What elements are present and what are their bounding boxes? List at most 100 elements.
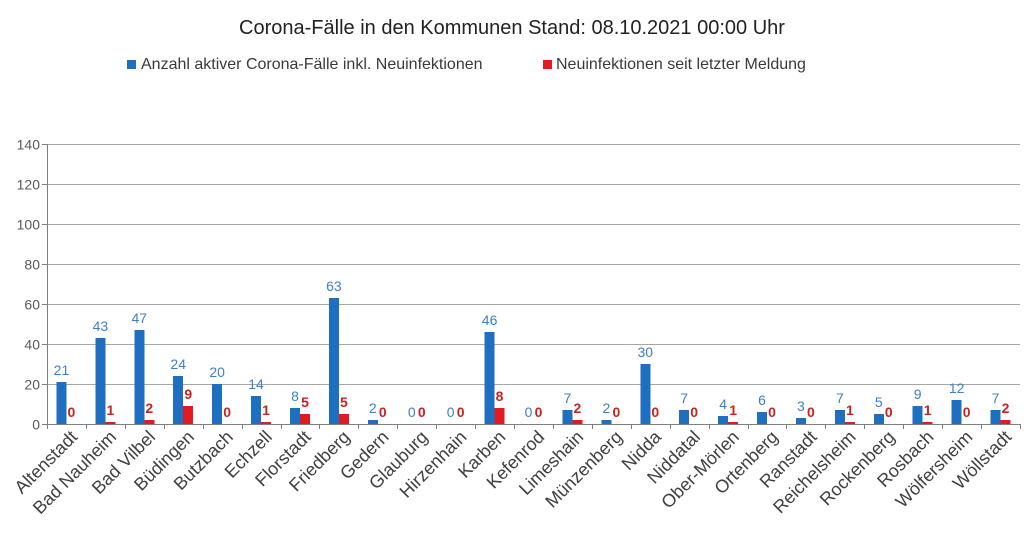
bar-active-cases bbox=[912, 406, 923, 424]
data-label-active-cases: 46 bbox=[482, 312, 498, 328]
data-label-new-infections: 1 bbox=[106, 402, 114, 418]
bar-new-infections bbox=[299, 414, 310, 424]
data-label-active-cases: 12 bbox=[949, 380, 965, 396]
bar-active-cases bbox=[173, 376, 184, 424]
data-label-active-cases: 4 bbox=[719, 396, 727, 412]
data-label-active-cases: 7 bbox=[992, 390, 1000, 406]
data-label-new-infections: 0 bbox=[223, 404, 231, 420]
data-label-new-infections: 0 bbox=[418, 404, 426, 420]
bar-active-cases bbox=[328, 298, 339, 424]
bar-active-cases bbox=[679, 410, 690, 424]
bar-active-cases bbox=[601, 420, 612, 424]
data-label-new-infections: 2 bbox=[145, 400, 153, 416]
bar-new-infections bbox=[144, 420, 155, 424]
bar-active-cases bbox=[367, 420, 378, 424]
y-tick-label: 60 bbox=[24, 297, 40, 313]
y-tick-label: 140 bbox=[17, 137, 41, 153]
data-label-new-infections: 1 bbox=[262, 402, 270, 418]
bar-new-infections bbox=[844, 422, 855, 424]
data-label-new-infections: 0 bbox=[535, 404, 543, 420]
bar-active-cases bbox=[289, 408, 300, 424]
bar-new-infections bbox=[572, 420, 583, 424]
bar-active-cases bbox=[95, 338, 106, 424]
bar-new-infections bbox=[105, 422, 116, 424]
bar-active-cases bbox=[990, 410, 1001, 424]
legend: Anzahl aktiver Corona-Fälle inkl. Neuinf… bbox=[127, 56, 806, 73]
legend-swatch-new-infections bbox=[543, 60, 552, 69]
bar-active-cases bbox=[834, 410, 845, 424]
y-axis: 0 20 40 60 80 100 120 140 bbox=[17, 137, 48, 433]
data-label-active-cases: 24 bbox=[170, 356, 186, 372]
data-label-active-cases: 0 bbox=[408, 404, 416, 420]
data-label-active-cases: 6 bbox=[758, 392, 766, 408]
data-label-active-cases: 5 bbox=[875, 394, 883, 410]
bar-new-infections bbox=[183, 406, 194, 424]
bar-new-infections bbox=[261, 422, 272, 424]
bar-active-cases bbox=[718, 416, 729, 424]
y-tick-label: 100 bbox=[17, 217, 41, 233]
gridlines bbox=[47, 144, 1020, 385]
data-label-active-cases: 47 bbox=[132, 310, 148, 326]
data-label-new-infections: 0 bbox=[379, 404, 387, 420]
data-label-active-cases: 0 bbox=[447, 404, 455, 420]
data-label-new-infections: 2 bbox=[1002, 400, 1010, 416]
data-label-new-infections: 5 bbox=[301, 394, 309, 410]
bar-active-cases bbox=[251, 396, 262, 424]
data-label-new-infections: 0 bbox=[68, 404, 76, 420]
data-label-new-infections: 5 bbox=[340, 394, 348, 410]
data-label-new-infections: 1 bbox=[729, 402, 737, 418]
bar-new-infections bbox=[1000, 420, 1011, 424]
y-tick-label: 20 bbox=[24, 377, 40, 393]
bar-new-infections bbox=[728, 422, 739, 424]
bars bbox=[56, 298, 1011, 424]
y-tick-label: 120 bbox=[17, 177, 41, 193]
legend-swatch-active-cases bbox=[127, 60, 136, 69]
bar-active-cases bbox=[484, 332, 495, 424]
data-label-new-infections: 1 bbox=[924, 402, 932, 418]
data-label-new-infections: 0 bbox=[963, 404, 971, 420]
data-label-active-cases: 30 bbox=[637, 344, 653, 360]
bar-active-cases bbox=[212, 384, 223, 424]
data-label-active-cases: 7 bbox=[564, 390, 572, 406]
data-label-active-cases: 43 bbox=[93, 318, 109, 334]
data-label-active-cases: 21 bbox=[54, 362, 70, 378]
data-label-active-cases: 9 bbox=[914, 386, 922, 402]
data-label-active-cases: 7 bbox=[836, 390, 844, 406]
data-label-active-cases: 0 bbox=[525, 404, 533, 420]
bar-active-cases bbox=[873, 414, 884, 424]
y-tick-label: 80 bbox=[24, 257, 40, 273]
bar-new-infections bbox=[922, 422, 933, 424]
data-label-active-cases: 20 bbox=[209, 364, 225, 380]
data-label-active-cases: 7 bbox=[680, 390, 688, 406]
data-label-new-infections: 0 bbox=[807, 404, 815, 420]
data-label-active-cases: 2 bbox=[602, 400, 610, 416]
bar-active-cases bbox=[134, 330, 145, 424]
bar-active-cases bbox=[757, 412, 768, 424]
data-label-active-cases: 2 bbox=[369, 400, 377, 416]
data-label-new-infections: 1 bbox=[846, 402, 854, 418]
data-label-new-infections: 9 bbox=[184, 386, 192, 402]
y-tick-label: 40 bbox=[24, 337, 40, 353]
data-label-new-infections: 0 bbox=[457, 404, 465, 420]
data-label-active-cases: 3 bbox=[797, 398, 805, 414]
data-label-new-infections: 0 bbox=[885, 404, 893, 420]
bar-new-infections bbox=[494, 408, 505, 424]
data-label-active-cases: 14 bbox=[248, 376, 264, 392]
data-label-new-infections: 0 bbox=[612, 404, 620, 420]
data-label-new-infections: 2 bbox=[574, 400, 582, 416]
legend-label-new-infections: Neuinfektionen seit letzter Meldung bbox=[556, 56, 806, 73]
data-label-active-cases: 63 bbox=[326, 278, 342, 294]
data-label-new-infections: 0 bbox=[651, 404, 659, 420]
bar-active-cases bbox=[951, 400, 962, 424]
data-label-new-infections: 8 bbox=[496, 388, 504, 404]
data-label-active-cases: 8 bbox=[291, 388, 299, 404]
y-tick-label: 0 bbox=[32, 417, 40, 433]
bar-active-cases bbox=[640, 364, 651, 424]
chart-title: Corona-Fälle in den Kommunen Stand: 08.1… bbox=[239, 17, 785, 39]
data-label-new-infections: 0 bbox=[690, 404, 698, 420]
bar-new-infections bbox=[338, 414, 349, 424]
